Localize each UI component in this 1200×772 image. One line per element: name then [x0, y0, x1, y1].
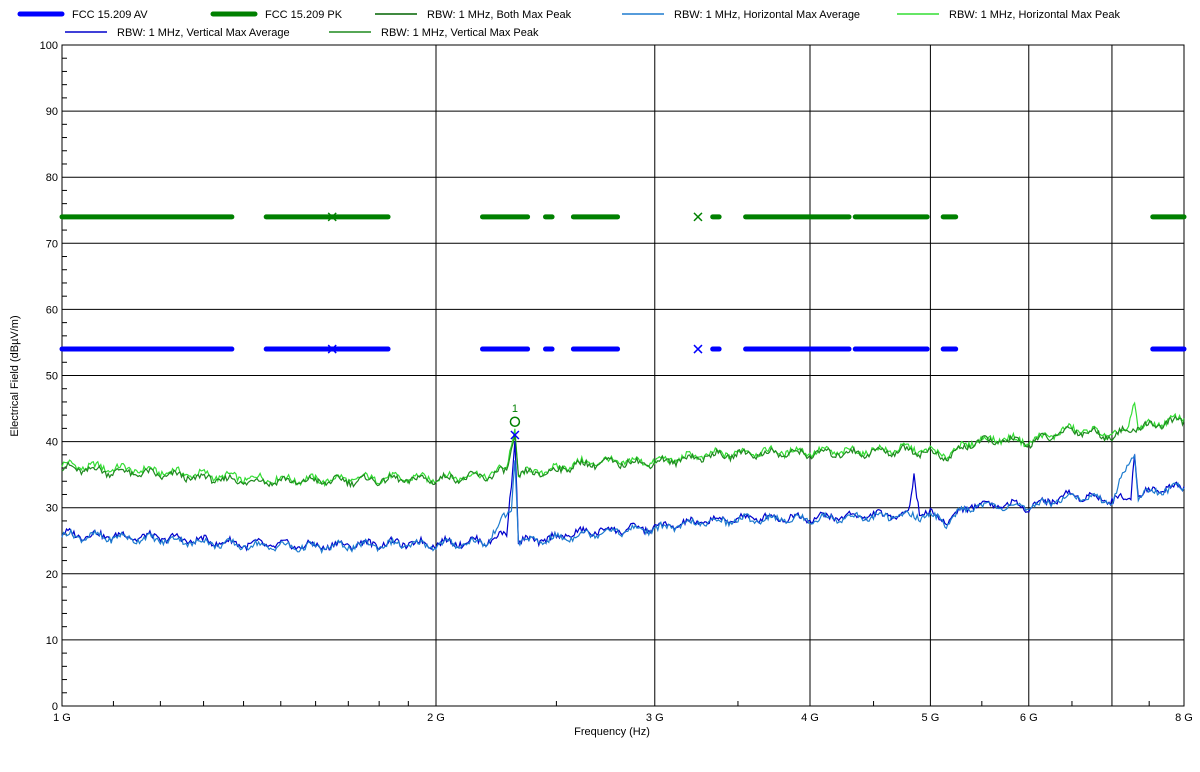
marker-x-stroke: [327, 212, 337, 222]
marker-circle: [509, 416, 521, 428]
legend-label: RBW: 1 MHz, Horizontal Max Peak: [949, 9, 1120, 21]
y-tick-label: 100: [40, 40, 58, 52]
x-tick-label: 5 G: [922, 712, 940, 724]
x-tick-label: 3 G: [646, 712, 664, 724]
marker-x-stroke: [327, 344, 337, 354]
legend-item: RBW: 1 MHz, Vertical Max Average: [65, 27, 290, 39]
series-line: [61, 453, 1185, 555]
marker-x-stroke: [510, 430, 520, 440]
legend-item: RBW: 1 MHz, Horizontal Max Average: [622, 9, 860, 21]
legend-item: RBW: 1 MHz, Horizontal Max Peak: [897, 9, 1120, 21]
y-tick-label: 90: [46, 106, 58, 118]
legend: FCC 15.209 AV FCC 15.209 PK RBW: 1 MHz, Bo…: [17, 9, 1120, 39]
series-line: [61, 415, 1185, 489]
legend-label: RBW: 1 MHz, Vertical Max Peak: [381, 27, 539, 39]
x-tick-label: 2 G: [427, 712, 445, 724]
legend-item: RBW: 1 MHz, Vertical Max Peak: [329, 27, 539, 39]
legend-label: RBW: 1 MHz, Horizontal Max Average: [674, 9, 860, 21]
x-axis-title: Frequency (Hz): [574, 726, 650, 738]
y-axis-title: Electrical Field (dBµV/m): [9, 315, 21, 436]
y-tick-label: 50: [46, 371, 58, 383]
legend-label: RBW: 1 MHz, Both Max Peak: [427, 9, 572, 21]
y-tick-label: 10: [46, 635, 58, 647]
plot-area: 0 10 20 30 40 50 60 70 80 90 100 1 G 2 G 3 G 4 G 5 G 6 G…: [40, 40, 1193, 724]
marker-label: 1: [512, 403, 518, 415]
x-tick-label: 6 G: [1020, 712, 1038, 724]
marker-x-stroke: [693, 212, 703, 222]
legend-item: RBW: 1 MHz, Both Max Peak: [375, 9, 572, 21]
marker-x: [693, 212, 703, 222]
marker-x: [510, 430, 520, 440]
legend-item: FCC 15.209 AV: [17, 9, 148, 21]
marker-x-stroke: [693, 344, 703, 354]
y-tick-label: 20: [46, 569, 58, 581]
y-tick-label: 30: [46, 503, 58, 515]
legend-label: RBW: 1 MHz, Vertical Max Average: [117, 27, 290, 39]
marker-x: [693, 344, 703, 354]
y-tick-label: 40: [46, 437, 58, 449]
x-tick-label: 1 G: [53, 712, 71, 724]
x-tick-label: 8 G: [1175, 712, 1193, 724]
marker-x: [327, 212, 337, 222]
x-tick-label: 4 G: [801, 712, 819, 724]
marker-x: [327, 344, 337, 354]
legend-label: FCC 15.209 PK: [265, 9, 343, 21]
legend-item: FCC 15.209 PK: [210, 9, 343, 21]
y-tick-label: 80: [46, 172, 58, 184]
legend-label: FCC 15.209 AV: [72, 9, 148, 21]
y-tick-label: 60: [46, 304, 58, 316]
y-tick-label: 0: [52, 701, 58, 713]
y-tick-label: 70: [46, 238, 58, 250]
